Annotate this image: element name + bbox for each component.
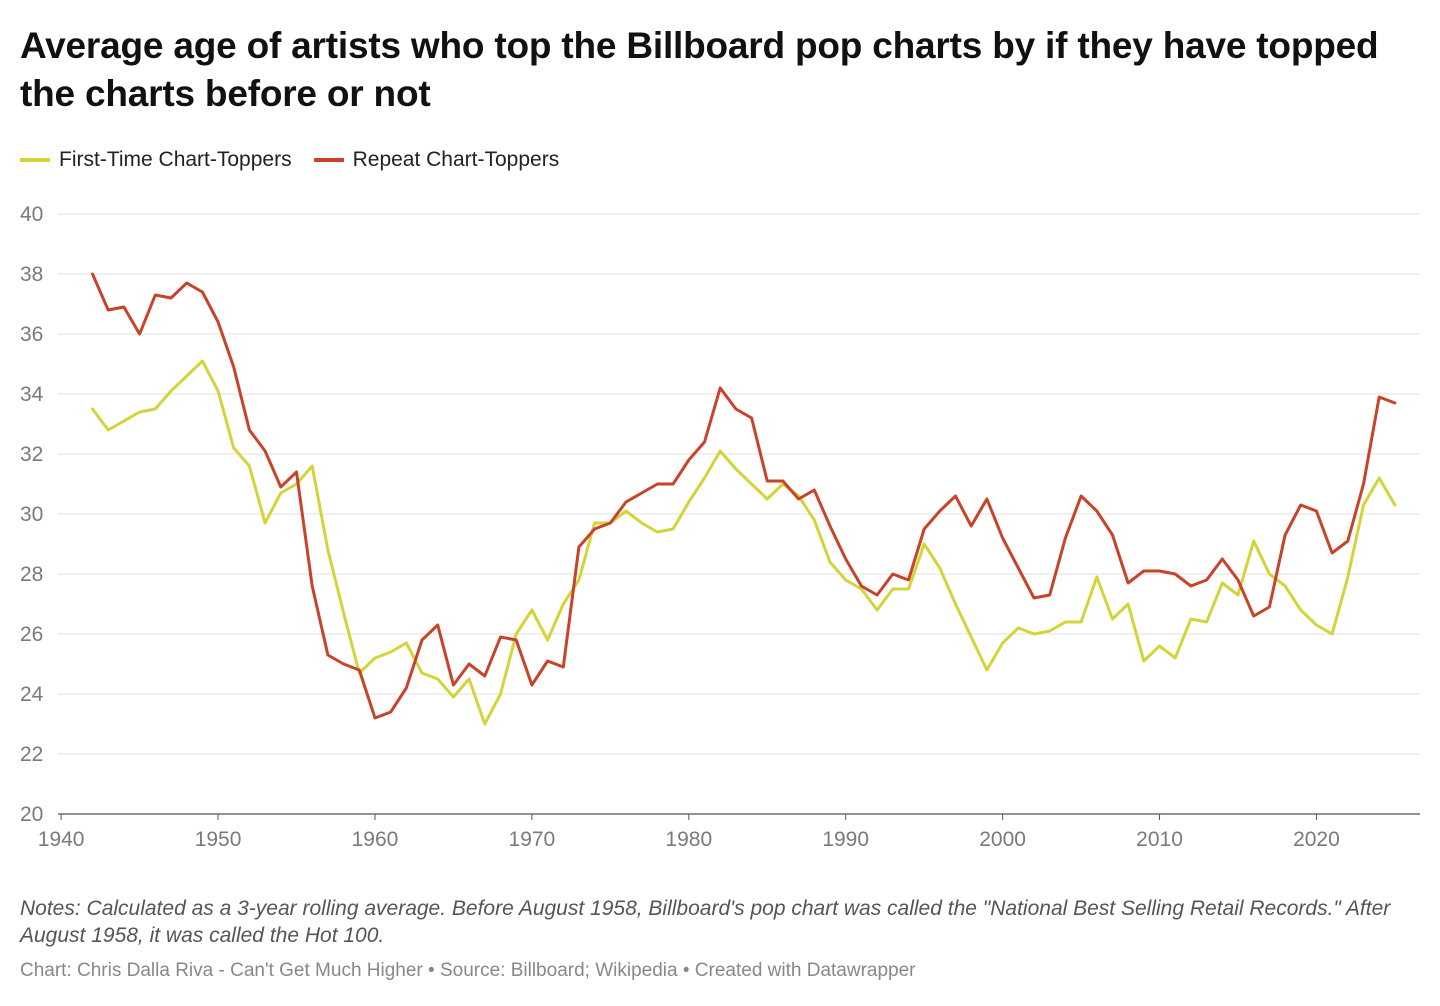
x-tick-label: 1940	[38, 828, 85, 851]
legend-swatch-repeat	[313, 158, 344, 162]
gridlines	[58, 213, 1420, 820]
legend-label-repeat: Repeat Chart-Toppers	[352, 148, 560, 171]
y-tick-label: 40	[20, 203, 43, 226]
x-tick-label: 1950	[195, 828, 242, 851]
series-line-first-time	[91, 359, 1397, 726]
chart-title: Average age of artists who top the Billb…	[20, 25, 1379, 114]
x-tick-label: 1960	[352, 828, 399, 851]
chart-byline: Chart: Chris Dalla Riva - Can't Get Much…	[20, 960, 916, 981]
y-tick-label: 36	[20, 323, 43, 346]
chart-notes: Notes: Calculated as a 3-year rolling av…	[20, 897, 1391, 947]
y-tick-label: 34	[20, 383, 44, 406]
series-line-repeat	[91, 272, 1397, 720]
axis-labels: 20 22 24 26 28 30 32 34 36 38 40 1940 1950 1960 1970 19…	[20, 203, 1340, 851]
x-tick-label: 1980	[665, 828, 712, 851]
x-tick-label: 2010	[1136, 828, 1183, 851]
legend-swatch-first-time	[20, 158, 50, 162]
y-tick-label: 30	[20, 503, 43, 526]
legend-label-first-time: First-Time Chart-Toppers	[59, 148, 292, 171]
x-tick-label: 1990	[822, 828, 869, 851]
x-tick-label: 2000	[979, 828, 1026, 851]
y-tick-label: 22	[20, 743, 43, 766]
y-tick-label: 20	[20, 803, 43, 826]
series-lines	[91, 272, 1397, 726]
line-chart: 20 22 24 26 28 30 32 34 36 38 40 1940 1950 1960 1970 19…	[20, 203, 1420, 851]
y-tick-label: 32	[20, 443, 43, 466]
y-tick-label: 24	[20, 683, 44, 706]
y-tick-label: 28	[20, 563, 43, 586]
legend-item-repeat: Repeat Chart-Toppers	[313, 148, 560, 172]
legend-item-first-time: First-Time Chart-Toppers	[20, 148, 292, 172]
y-tick-label: 38	[20, 263, 43, 286]
legend: First-Time Chart-Toppers Repeat Chart-To…	[20, 146, 581, 174]
x-tick-label: 2020	[1293, 828, 1340, 851]
x-tick-label: 1970	[509, 828, 556, 851]
y-tick-label: 26	[20, 623, 43, 646]
